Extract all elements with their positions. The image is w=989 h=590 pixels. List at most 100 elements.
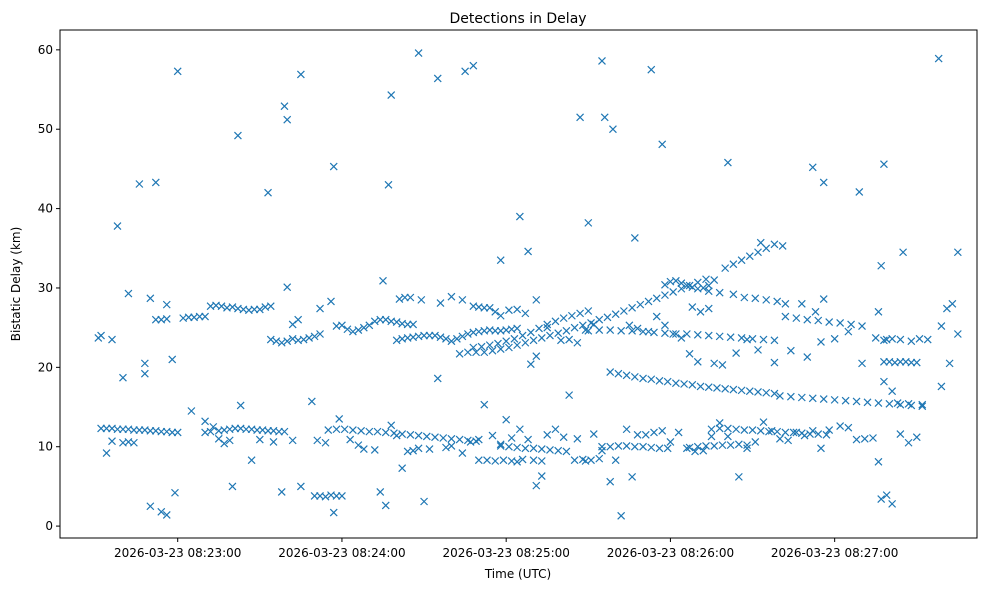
data-point [915, 334, 924, 343]
data-point [187, 407, 196, 415]
data-point [532, 352, 541, 361]
data-point [715, 288, 724, 297]
data-point [113, 222, 122, 230]
data-point [162, 511, 171, 519]
data-point [469, 61, 478, 70]
data-point [759, 335, 768, 344]
data-point [874, 457, 883, 466]
data-point [912, 358, 921, 367]
data-point [819, 295, 828, 304]
data-point [688, 380, 697, 389]
data-point [537, 334, 546, 342]
data-point [570, 323, 579, 332]
data-point [327, 297, 335, 306]
data-point [94, 334, 103, 342]
data-point [335, 415, 344, 423]
x-tick-label: 2026-03-23 08:24:00 [278, 546, 405, 560]
y-tick-label: 30 [38, 281, 53, 295]
data-point [469, 343, 478, 352]
data-point [513, 443, 522, 452]
data-point [636, 300, 645, 309]
data-point [392, 336, 401, 345]
data-point [600, 113, 609, 122]
data-point [671, 379, 680, 388]
x-tick-label: 2026-03-23 08:26:00 [607, 546, 734, 560]
data-point [655, 444, 664, 453]
data-point [494, 339, 502, 348]
data-point [562, 447, 571, 456]
data-point [124, 289, 133, 298]
data-point [685, 443, 694, 452]
data-point [647, 375, 656, 384]
data-point [800, 431, 809, 440]
data-point [819, 395, 828, 404]
data-point [737, 386, 746, 395]
data-point [893, 399, 902, 407]
data-point [674, 428, 683, 437]
data-point [562, 326, 571, 335]
data-point [477, 342, 486, 351]
data-point [781, 312, 790, 321]
data-point [425, 445, 434, 454]
data-point [844, 327, 853, 336]
data-point [661, 329, 669, 338]
data-point [518, 455, 527, 464]
data-point [108, 437, 116, 446]
data-point [770, 240, 779, 249]
data-point [206, 427, 215, 436]
data-point [877, 261, 886, 270]
data-point [474, 435, 483, 444]
data-point [546, 331, 554, 340]
data-point [283, 115, 292, 124]
data-point [217, 302, 226, 311]
data-point [559, 433, 568, 442]
data-point [236, 401, 245, 410]
x-axis-ticks: 2026-03-23 08:23:00 2026-03-23 08:24:00 20… [114, 538, 898, 560]
data-point [576, 309, 585, 318]
data-point [455, 435, 464, 444]
data-point [858, 359, 866, 368]
data-point [332, 425, 341, 434]
data-point [406, 430, 415, 439]
data-point [732, 349, 741, 357]
data-point [633, 324, 642, 333]
data-point [384, 180, 393, 189]
y-tick-label: 50 [38, 122, 53, 136]
data-point [504, 343, 513, 352]
data-point [140, 359, 149, 368]
data-point [381, 501, 390, 510]
data-point [619, 307, 628, 315]
data-point [392, 318, 401, 327]
data-point [515, 212, 524, 221]
data-point [277, 338, 286, 347]
data-point [370, 445, 379, 454]
data-point [373, 427, 382, 436]
data-point [433, 74, 442, 83]
data-point [606, 368, 615, 377]
data-point [299, 335, 308, 344]
data-point [228, 303, 237, 311]
data-point [420, 497, 428, 506]
data-point [661, 280, 669, 289]
data-point [305, 334, 314, 342]
data-point [696, 307, 705, 316]
data-point [551, 317, 560, 326]
data-point [324, 426, 333, 434]
data-point [220, 439, 229, 448]
data-point [255, 305, 264, 314]
data-point [630, 372, 639, 381]
data-point [269, 438, 278, 446]
data-point [496, 345, 505, 354]
data-point [745, 387, 754, 396]
data-point [521, 309, 530, 318]
y-tick-label: 0 [45, 519, 53, 533]
data-point [743, 335, 751, 344]
data-point [162, 300, 171, 309]
data-point [433, 374, 442, 383]
data-point [280, 102, 289, 111]
data-point [934, 54, 943, 63]
data-point [595, 454, 604, 463]
data-point [559, 314, 568, 323]
data-point [499, 456, 508, 465]
data-point [677, 279, 686, 288]
